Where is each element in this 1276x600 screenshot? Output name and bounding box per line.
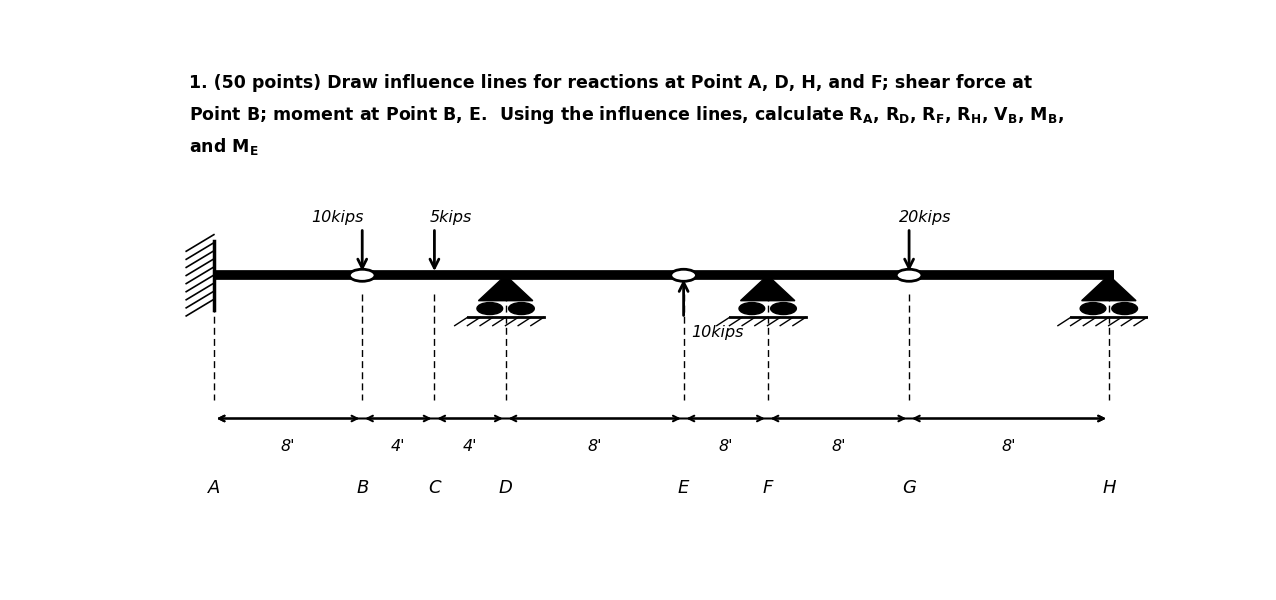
Text: 8': 8' [831, 439, 846, 454]
Text: 5kips: 5kips [430, 211, 472, 226]
Text: D: D [499, 479, 513, 497]
Text: E: E [678, 479, 689, 497]
Text: 8': 8' [1002, 439, 1016, 454]
Text: 10kips: 10kips [692, 325, 744, 340]
Circle shape [896, 269, 923, 281]
Circle shape [1081, 302, 1106, 314]
Circle shape [477, 302, 503, 314]
Text: C: C [429, 479, 440, 497]
Text: 10kips: 10kips [311, 211, 364, 226]
Text: 8': 8' [718, 439, 732, 454]
Text: H: H [1102, 479, 1115, 497]
Text: Point B; moment at Point B, E.  Using the influence lines, calculate $\mathbf{R_: Point B; moment at Point B, E. Using the… [189, 104, 1064, 127]
Text: and $\mathbf{M_E}$: and $\mathbf{M_E}$ [189, 136, 259, 157]
Polygon shape [740, 275, 795, 301]
Text: B: B [356, 479, 369, 497]
Circle shape [509, 302, 535, 314]
Circle shape [350, 269, 375, 281]
Circle shape [671, 269, 697, 281]
Circle shape [739, 302, 764, 314]
Polygon shape [478, 275, 533, 301]
Text: 4': 4' [463, 439, 477, 454]
Text: 20kips: 20kips [900, 211, 952, 226]
Circle shape [1111, 302, 1137, 314]
Text: 4': 4' [390, 439, 406, 454]
Text: 8': 8' [587, 439, 602, 454]
Text: 1. (50 points) Draw influence lines for reactions at Point A, D, H, and F; shear: 1. (50 points) Draw influence lines for … [189, 74, 1032, 92]
Text: F: F [763, 479, 773, 497]
Polygon shape [1082, 275, 1136, 301]
Circle shape [771, 302, 796, 314]
Text: 8': 8' [281, 439, 295, 454]
Text: G: G [902, 479, 916, 497]
Text: A: A [208, 479, 219, 497]
